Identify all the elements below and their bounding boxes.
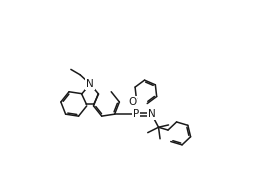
Text: P: P: [133, 109, 139, 119]
Text: N: N: [148, 109, 156, 119]
Text: O: O: [128, 97, 137, 107]
Text: N: N: [86, 79, 94, 89]
